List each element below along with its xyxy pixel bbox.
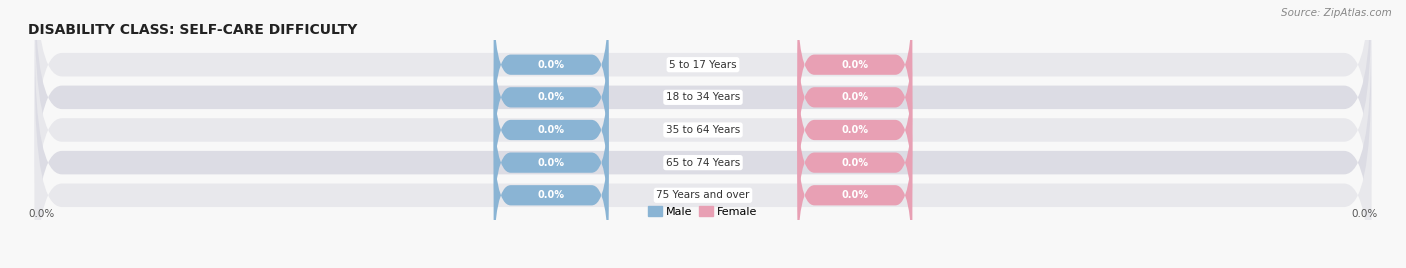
FancyBboxPatch shape [494,91,609,234]
FancyBboxPatch shape [494,58,609,202]
Text: 18 to 34 Years: 18 to 34 Years [666,92,740,102]
FancyBboxPatch shape [797,124,912,267]
Text: 0.0%: 0.0% [537,125,565,135]
Text: Source: ZipAtlas.com: Source: ZipAtlas.com [1281,8,1392,18]
FancyBboxPatch shape [797,0,912,136]
Text: 0.0%: 0.0% [537,158,565,168]
Text: 0.0%: 0.0% [537,92,565,102]
Text: 0.0%: 0.0% [28,209,55,219]
Text: 0.0%: 0.0% [841,60,869,70]
Text: 75 Years and over: 75 Years and over [657,190,749,200]
FancyBboxPatch shape [797,58,912,202]
FancyBboxPatch shape [797,26,912,169]
Text: 35 to 64 Years: 35 to 64 Years [666,125,740,135]
FancyBboxPatch shape [35,76,1371,268]
FancyBboxPatch shape [35,0,1371,216]
Text: 0.0%: 0.0% [537,190,565,200]
FancyBboxPatch shape [494,124,609,267]
FancyBboxPatch shape [494,26,609,169]
Legend: Male, Female: Male, Female [644,202,762,221]
FancyBboxPatch shape [35,11,1371,249]
Text: DISABILITY CLASS: SELF-CARE DIFFICULTY: DISABILITY CLASS: SELF-CARE DIFFICULTY [28,23,357,37]
FancyBboxPatch shape [35,0,1371,184]
Text: 0.0%: 0.0% [841,92,869,102]
Text: 0.0%: 0.0% [841,158,869,168]
Text: 65 to 74 Years: 65 to 74 Years [666,158,740,168]
FancyBboxPatch shape [35,44,1371,268]
FancyBboxPatch shape [494,0,609,136]
Text: 5 to 17 Years: 5 to 17 Years [669,60,737,70]
Text: 0.0%: 0.0% [537,60,565,70]
Text: 0.0%: 0.0% [841,190,869,200]
Text: 0.0%: 0.0% [1351,209,1378,219]
FancyBboxPatch shape [797,91,912,234]
Text: 0.0%: 0.0% [841,125,869,135]
